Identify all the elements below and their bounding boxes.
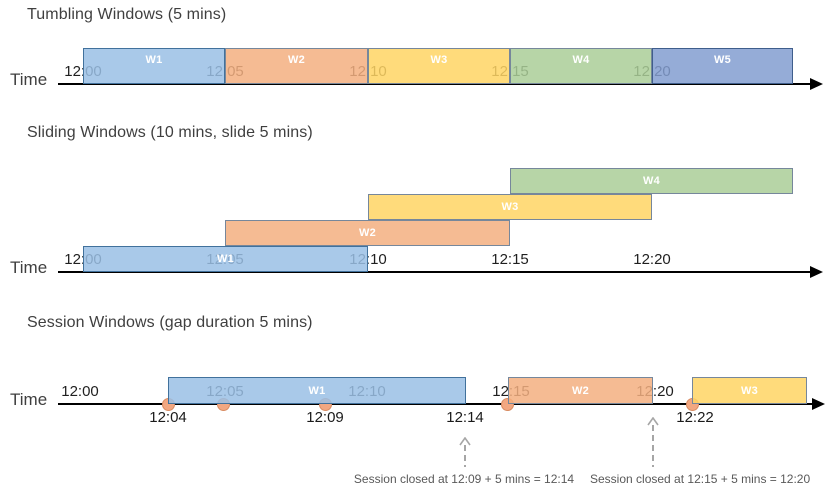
tick-label: 12:15 (491, 251, 529, 268)
event-time-label: 12:09 (306, 409, 344, 426)
window-label: W2 (358, 227, 377, 239)
axis-arrow-icon (810, 78, 823, 90)
time-axis-label: Time (10, 70, 48, 89)
window-bar: W3 (692, 377, 807, 404)
session-closed-annotation: Session closed at 12:09 + 5 mins = 12:14 (353, 472, 575, 486)
axis-arrow-icon (810, 266, 823, 278)
time-axis-line (58, 271, 810, 273)
window-bar: W1 (83, 48, 225, 84)
time-axis-line (58, 403, 812, 405)
window-bar: W4 (510, 48, 652, 84)
window-bar: W3 (368, 194, 652, 220)
window-label: W1 (145, 54, 163, 66)
window-bar: W4 (510, 168, 793, 194)
window-label: W2 (571, 384, 590, 397)
tick-label: 12:20 (633, 251, 671, 268)
event-time-label: 12:14 (446, 409, 484, 426)
tick-label: 12:00 (61, 383, 99, 400)
window-bar: W3 (368, 48, 510, 84)
annotation-arrow-icon (646, 416, 660, 472)
time-axis-label: Time (10, 258, 48, 277)
window-label: W5 (713, 54, 732, 66)
annotation-arrow-icon (458, 436, 472, 472)
window-bar: W5 (652, 48, 793, 84)
window-bar: W2 (225, 220, 510, 246)
session-windows-title: Session Windows (gap duration 5 mins) (27, 314, 313, 331)
time-axis-line (58, 83, 810, 85)
tumbling-windows-title: Tumbling Windows (5 mins) (27, 6, 227, 23)
event-time-label: 12:04 (149, 409, 187, 426)
window-bar: W2 (225, 48, 368, 84)
window-label: W3 (740, 384, 759, 397)
axis-arrow-icon (812, 398, 825, 410)
window-bar: W2 (508, 377, 653, 404)
time-axis-label: Time (10, 390, 48, 409)
session-closed-annotation: Session closed at 12:15 + 5 mins = 12:20 (590, 472, 811, 486)
window-label: W3 (430, 54, 448, 66)
window-label: W4 (572, 54, 590, 66)
window-label: W1 (308, 384, 326, 397)
window-label: W1 (216, 253, 235, 265)
sliding-windows-title: Sliding Windows (10 mins, slide 5 mins) (27, 124, 313, 141)
window-label: W2 (287, 54, 306, 66)
window-bar: W1 (168, 377, 466, 404)
window-label: W3 (501, 201, 519, 213)
event-time-label: 12:22 (676, 409, 714, 426)
window-bar: W1 (83, 246, 368, 272)
window-label: W4 (642, 175, 661, 187)
